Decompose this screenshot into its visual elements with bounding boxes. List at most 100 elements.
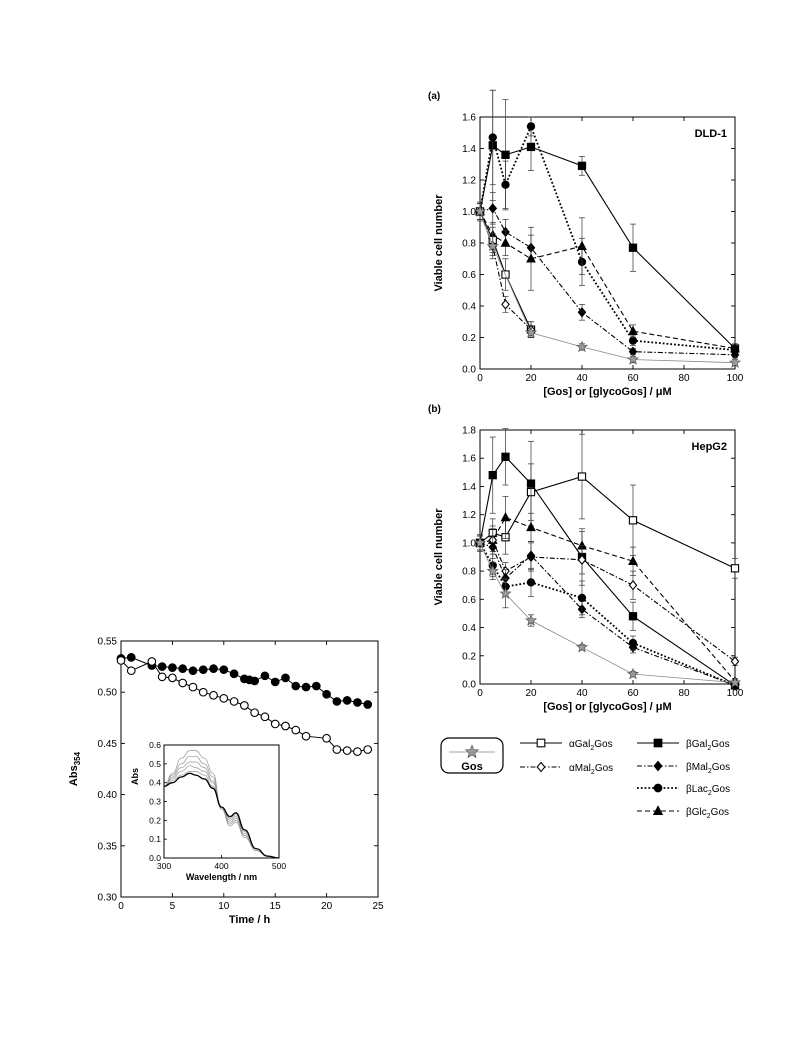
legend-label-tail: Gos — [595, 763, 613, 774]
legend-label-tail: Gos — [711, 739, 729, 750]
data-point — [730, 564, 740, 573]
series-line — [479, 211, 736, 350]
inset-spectrum — [163, 772, 280, 859]
legend-item: βMal2Gos — [637, 760, 730, 775]
inset-x-axis-label: Wavelength / nm — [186, 872, 257, 882]
legend-label: βMal2Gos — [686, 762, 730, 775]
data-point — [260, 712, 270, 722]
series-line — [479, 542, 736, 683]
plot-frame — [120, 640, 379, 898]
data-point — [270, 719, 280, 729]
data-point — [473, 205, 487, 217]
data-point — [178, 678, 188, 688]
legend-item: βGlc2Gos — [637, 805, 729, 820]
y-tick-label: 0.6 — [462, 270, 476, 281]
data-point — [116, 656, 126, 665]
plot-frame — [479, 429, 736, 685]
y-tick-label: 1.6 — [462, 454, 476, 465]
data-point — [126, 666, 136, 676]
data-point — [209, 690, 218, 700]
y-tick-label: 1.4 — [462, 482, 476, 493]
legend-item: αGal2Gos — [520, 738, 613, 752]
gos-legend-box — [440, 737, 504, 774]
series-line — [479, 516, 736, 682]
data-point — [168, 673, 177, 683]
legend-label-tail: Gos — [594, 739, 612, 750]
data-point — [260, 671, 270, 681]
data-point — [301, 682, 311, 692]
x-tick-label: 100 — [727, 373, 744, 384]
data-point — [353, 747, 362, 756]
data-point — [157, 672, 167, 682]
inset-chart: 300 400 500 0.0 0.1 0.2 0.3 0.4 0.5 0.6 Wavelength… — [130, 740, 286, 882]
series-line — [479, 124, 736, 351]
data-point — [281, 721, 290, 731]
data-point — [500, 237, 511, 247]
inset-y-axis-label: Abs — [130, 768, 140, 785]
cell-line-label: HepG2 — [692, 441, 727, 453]
y-tick-label: 1.0 — [462, 538, 476, 549]
data-point — [628, 516, 638, 525]
data-point — [575, 640, 589, 653]
data-point — [198, 665, 208, 675]
data-point — [332, 697, 342, 706]
x-tick-label: 20 — [525, 373, 537, 384]
data-point — [353, 698, 362, 707]
x-tick-label: 100 — [727, 688, 744, 699]
y-tick-label: 0.35 — [98, 841, 118, 852]
y-tick-label: 0.40 — [98, 790, 118, 801]
legend-label-sub: 2 — [707, 813, 711, 820]
x-tick-label: 40 — [576, 373, 588, 384]
legend-marker — [653, 760, 663, 772]
x-tick-label: 20 — [321, 901, 333, 912]
series-βMal₂Gos — [475, 192, 740, 361]
data-point — [209, 664, 218, 673]
legend-label-tail: Gos — [712, 784, 730, 795]
inset-x-tick-label: 400 — [214, 861, 228, 871]
data-point — [363, 700, 373, 709]
panel-c-chart: 0 5 10 15 20 25 0.30 0.35 0.40 0.45 0.50 0.55 Time /… — [68, 637, 384, 927]
data-point — [526, 122, 536, 131]
data-point — [628, 336, 638, 345]
inset-y-tick-label: 0.2 — [149, 815, 161, 825]
legend-label-main: βMal — [686, 762, 708, 773]
data-point — [526, 521, 536, 532]
x-axis-label: Time / h — [229, 914, 271, 926]
y-tick-label: 0.45 — [98, 739, 118, 750]
y-axis-label: Viable cell number — [433, 508, 445, 606]
x-tick-label: 15 — [270, 901, 282, 912]
data-point — [575, 340, 589, 353]
cell-line-label: DLD-1 — [695, 128, 727, 140]
data-point — [526, 142, 536, 152]
legend-label: βGal2Gos — [686, 739, 730, 752]
legend-label-sub: 2 — [590, 745, 594, 752]
y-tick-label: 1.8 — [462, 426, 476, 437]
legend-label-sub: 2 — [708, 790, 712, 797]
data-point — [291, 681, 301, 691]
data-point — [486, 564, 499, 577]
series-βGlc₂Gos — [475, 203, 740, 353]
data-point — [219, 665, 229, 675]
data-point — [501, 452, 510, 461]
series-αGal₂Gos — [475, 433, 740, 579]
data-point — [473, 536, 487, 549]
legend-label-main: αMal — [569, 763, 591, 774]
legend-item: βGal2Gos — [637, 738, 730, 752]
data-point — [730, 656, 740, 667]
data-point — [188, 682, 198, 692]
data-point — [501, 180, 510, 189]
series-αMal₂Gos — [475, 528, 740, 667]
legend-label-tail: Gos — [711, 807, 729, 818]
series-line — [479, 207, 736, 356]
legend-label-main: βGlc — [686, 807, 707, 818]
data-point — [363, 745, 373, 754]
data-point — [728, 676, 742, 688]
data-point — [240, 701, 249, 710]
data-point — [488, 133, 497, 142]
data-point — [281, 673, 290, 683]
legend-label: βLac2Gos — [686, 784, 730, 797]
y-tick-label: 0.30 — [98, 893, 118, 904]
inset-y-tick-label: 0.6 — [149, 740, 161, 750]
legend-marker — [652, 805, 664, 815]
y-tick-label: 0.50 — [98, 688, 118, 699]
